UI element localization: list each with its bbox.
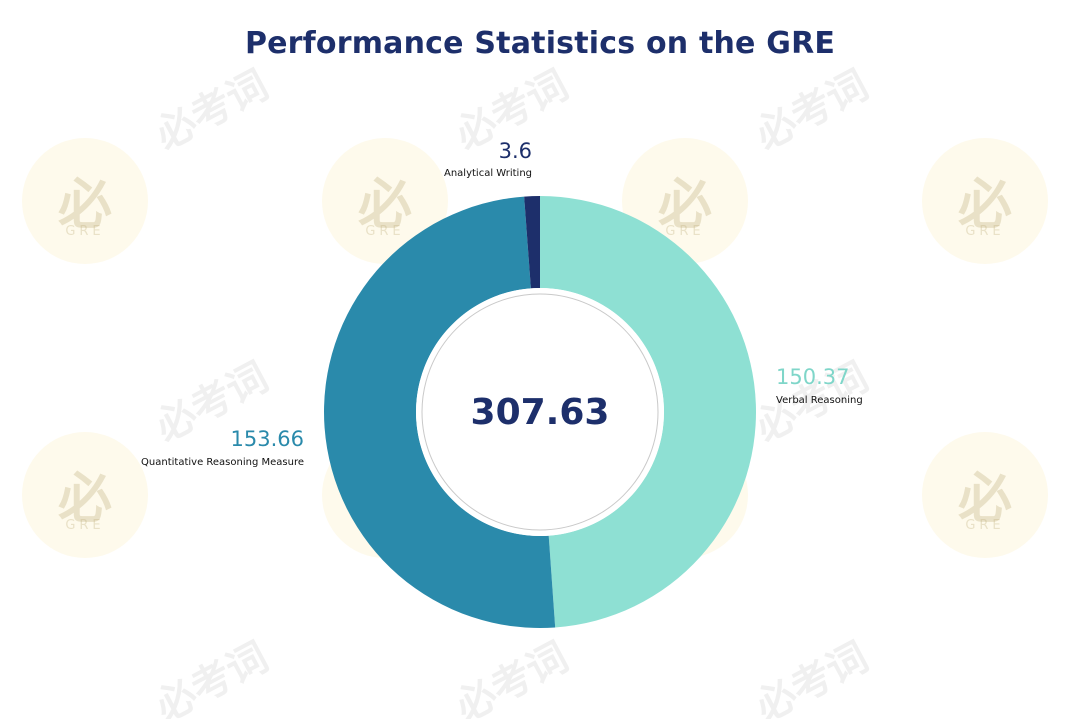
slice-value-label-2: 153.66 (231, 427, 304, 451)
slice-name-label-3: Analytical Writing (444, 168, 532, 179)
slice-name-label-1: Verbal Reasoning (776, 395, 863, 406)
slice-value-label-3: 3.6 (499, 139, 532, 163)
slice-name-label-2: Quantitative Reasoning Measure (141, 457, 304, 468)
slice-value-label-1: 150.37 (776, 365, 849, 389)
center-total-label: 307.63 (471, 392, 610, 433)
